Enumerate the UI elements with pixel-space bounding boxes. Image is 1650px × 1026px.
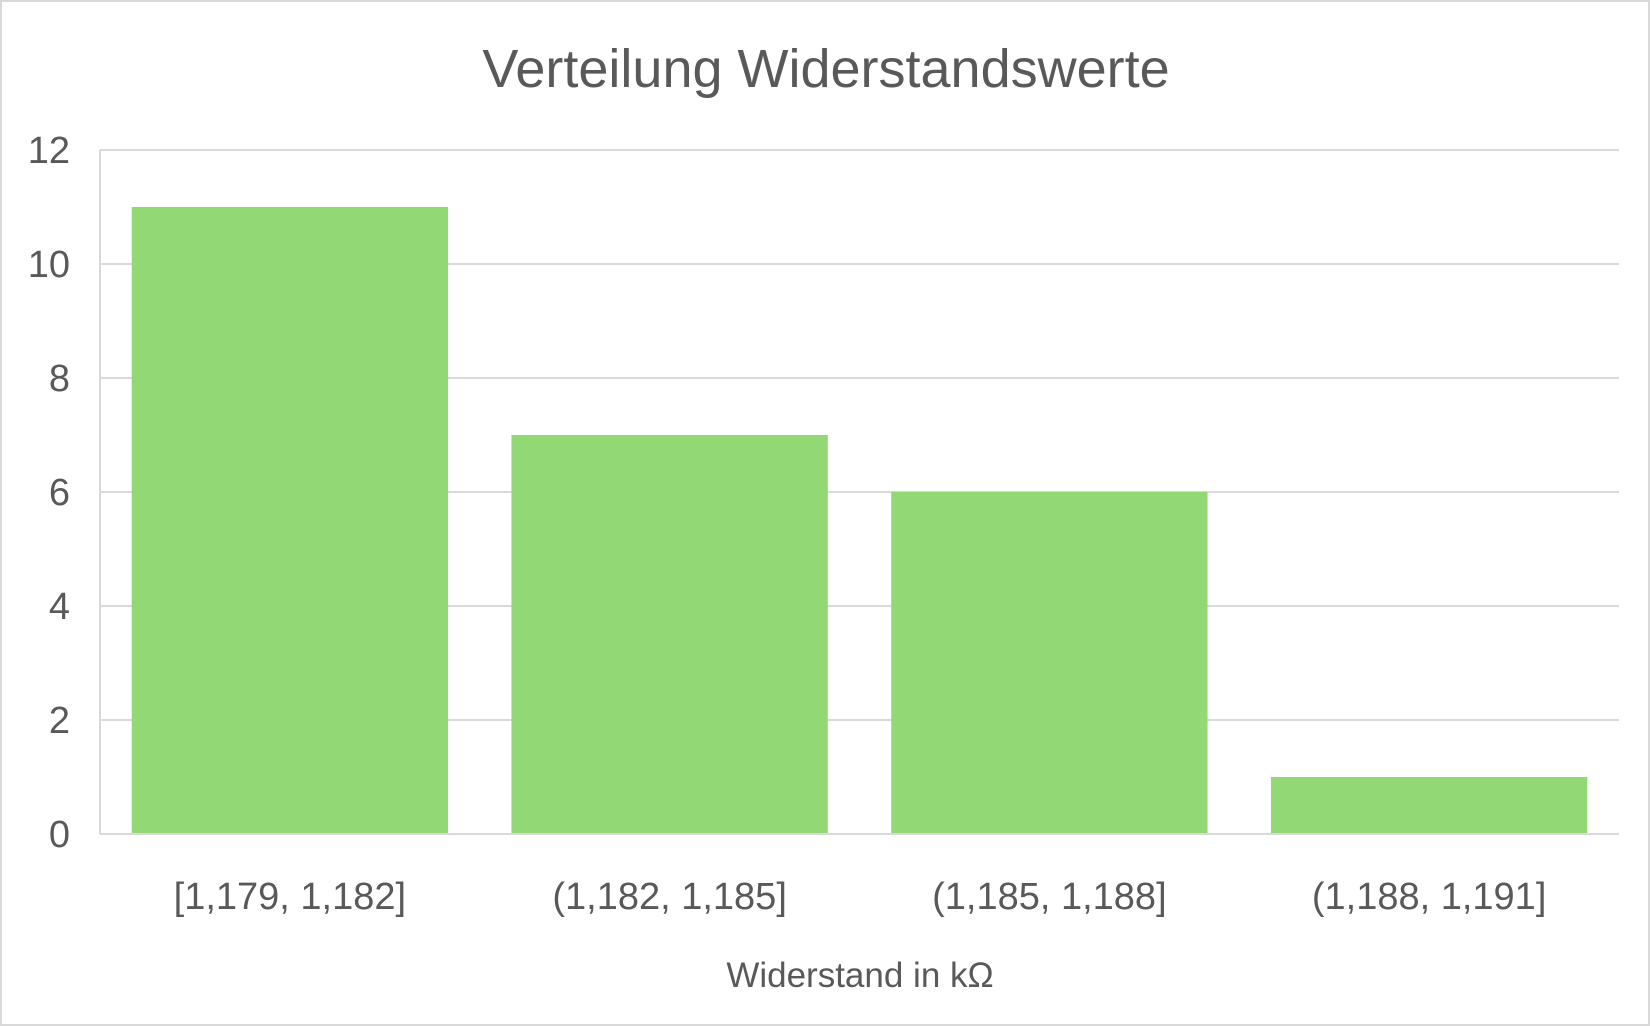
x-tick-label: [1,179, 1,182]	[174, 876, 406, 918]
y-tick-label: 8	[49, 358, 70, 400]
bar	[1270, 777, 1588, 834]
y-tick-label: 2	[49, 700, 70, 742]
bar	[131, 207, 449, 834]
bar	[511, 435, 828, 834]
x-tick-label: (1,182, 1,185]	[552, 876, 787, 918]
y-tick-label: 6	[49, 472, 70, 514]
y-tick-label: 12	[28, 130, 70, 172]
bar	[891, 492, 1208, 834]
chart-title: Verteilung Widerstandswerte	[482, 39, 1169, 99]
y-tick-label: 10	[28, 244, 70, 286]
x-axis-title: Widerstand in kΩ	[726, 956, 993, 995]
x-tick-label: (1,185, 1,188]	[932, 876, 1167, 918]
y-axis-ticks: 0 2 4 6 8 10 12	[28, 130, 70, 856]
x-tick-label: (1,188, 1,191]	[1312, 876, 1547, 918]
y-tick-label: 4	[49, 586, 70, 628]
x-axis-ticks: [1,179, 1,182] (1,182, 1,185] (1,185, 1,18…	[174, 876, 1547, 918]
bars	[131, 207, 1588, 834]
y-tick-label: 0	[49, 814, 70, 856]
